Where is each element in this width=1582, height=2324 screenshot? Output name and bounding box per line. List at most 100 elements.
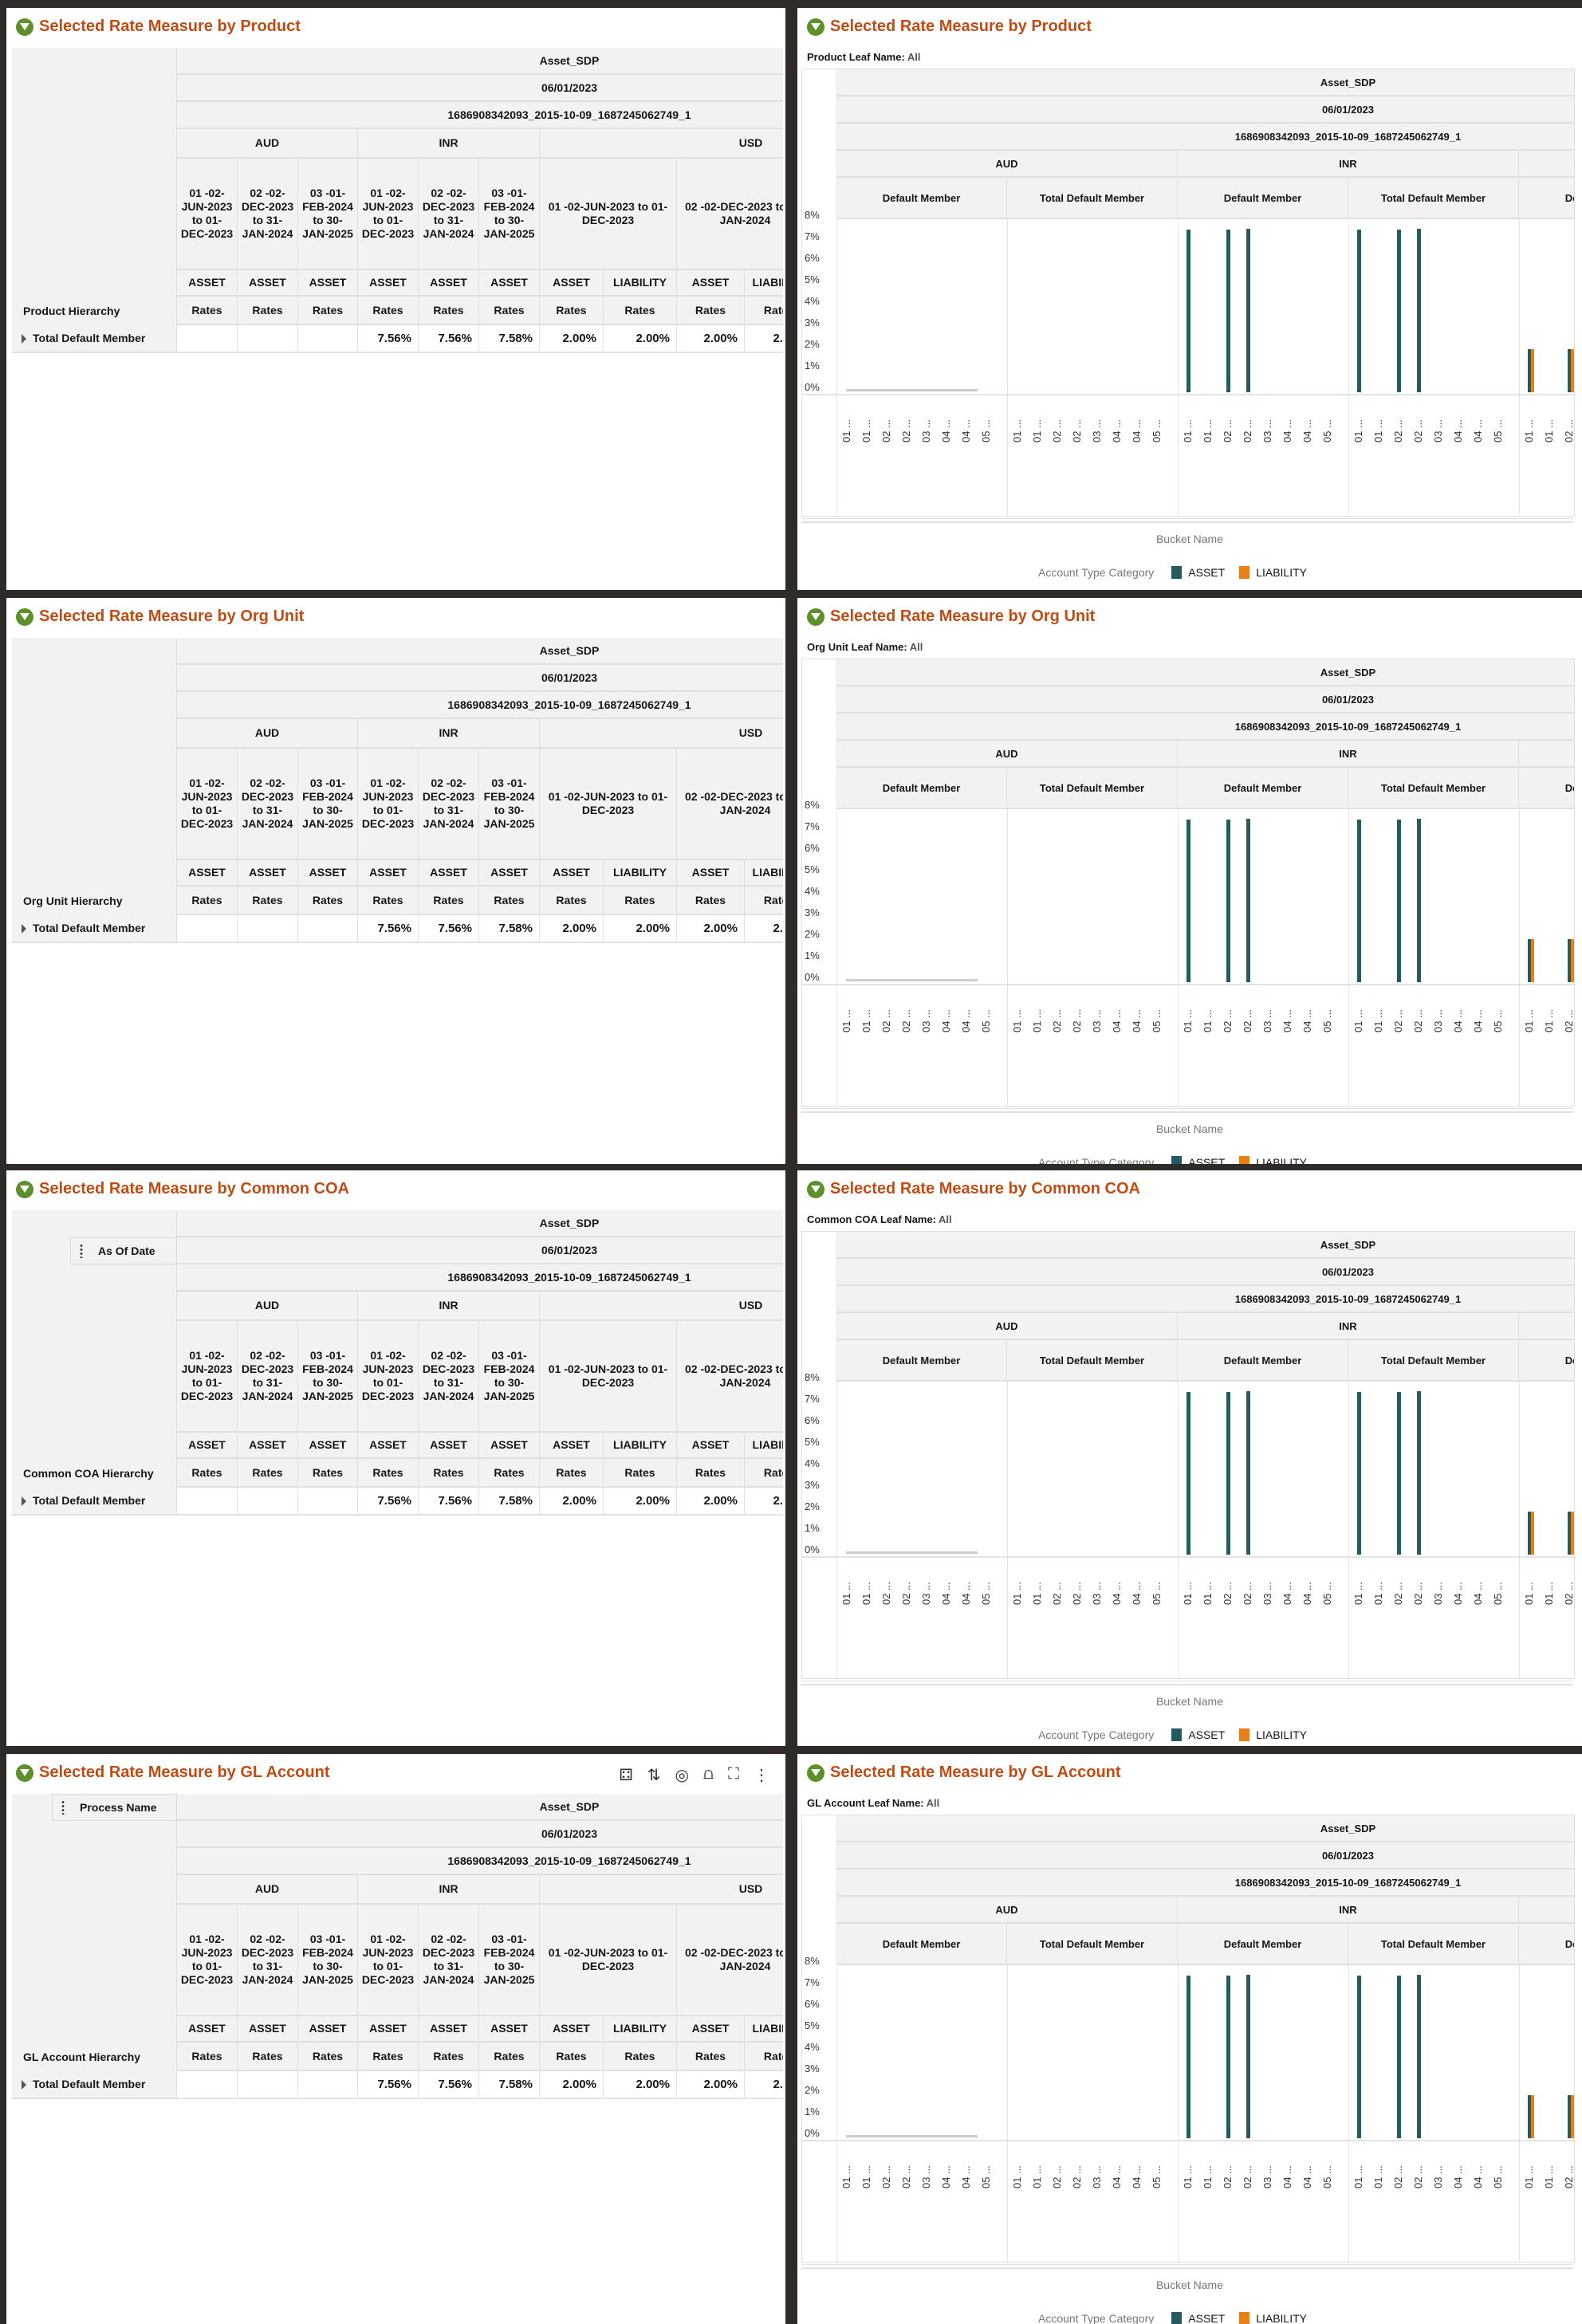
bar-asset[interactable]	[1226, 229, 1230, 392]
bar-asset[interactable]	[1357, 819, 1361, 982]
bar-liability[interactable]	[1571, 1512, 1574, 1555]
expand-triangle-icon[interactable]	[22, 1496, 26, 1506]
panel-title: Selected Rate Measure by Common COA	[16, 1180, 349, 1198]
bar-asset[interactable]	[1417, 1975, 1421, 2138]
bar-asset[interactable]	[1528, 2095, 1531, 2138]
more-icon[interactable]: ⋮	[754, 1767, 769, 1784]
account-type-header: ASSET	[419, 2016, 479, 2043]
bar-asset[interactable]	[1357, 229, 1361, 392]
chart-settings-icon[interactable]: ⩍	[703, 1765, 714, 1783]
filter-icon[interactable]	[16, 1180, 33, 1198]
filter-icon[interactable]	[807, 1180, 824, 1198]
bucket-header: 01 -02-JUN-2023 to 01-DEC-2023	[540, 159, 677, 270]
bar-asset[interactable]	[1397, 819, 1401, 982]
bar-asset[interactable]	[1357, 1391, 1361, 1555]
row-member[interactable]: Total Default Member	[12, 1488, 177, 1516]
drag-handle-icon[interactable]	[79, 1244, 84, 1258]
legend-liability-label[interactable]: LIABILITY	[1256, 2312, 1307, 2324]
x-tick-label: 01 ...	[840, 419, 852, 442]
traffic-light-icon[interactable]: ⚃	[619, 1767, 633, 1784]
bar-asset[interactable]	[1226, 1391, 1230, 1555]
bar-asset[interactable]	[1528, 1512, 1531, 1555]
bar-asset[interactable]	[1186, 229, 1190, 392]
bar-asset[interactable]	[1417, 819, 1421, 982]
measure-header: Rates	[298, 887, 358, 915]
bar-liability[interactable]	[1531, 939, 1534, 982]
leaf-filter-label: Common COA Leaf Name:	[807, 1213, 937, 1225]
bar-asset[interactable]	[1568, 939, 1571, 982]
bar-asset[interactable]	[1226, 1975, 1230, 2138]
member-header: Total Default Member	[1007, 1340, 1178, 1382]
legend-liability-label[interactable]: LIABILITY	[1256, 1156, 1307, 1164]
pivot-chip[interactable]: As Of Date	[70, 1237, 177, 1264]
bar-asset[interactable]	[1186, 1975, 1190, 2138]
filter-icon[interactable]	[807, 608, 824, 626]
hierarchy-label: Org Unit Hierarchy	[23, 895, 123, 907]
bar-asset[interactable]	[1246, 1975, 1250, 2138]
drag-handle-icon[interactable]	[61, 1800, 65, 1815]
bar-asset[interactable]	[1417, 229, 1421, 392]
target-icon[interactable]: ◎	[675, 1767, 689, 1784]
x-tick-label: 03 ...	[1261, 1582, 1273, 1605]
x-scrollbar[interactable]	[801, 2264, 1573, 2269]
filter-icon[interactable]	[807, 1764, 824, 1782]
leaf-filter[interactable]: Common COA Leaf Name: All	[807, 1213, 952, 1225]
bar-asset[interactable]	[1417, 1391, 1421, 1555]
bar-asset[interactable]	[1528, 939, 1531, 982]
filter-icon[interactable]	[16, 608, 33, 626]
filter-icon[interactable]	[807, 18, 824, 36]
bar-asset[interactable]	[1568, 1512, 1571, 1555]
bar-liability[interactable]	[1531, 1512, 1534, 1555]
row-member[interactable]: Total Default Member	[12, 915, 177, 943]
bar-liability[interactable]	[1571, 349, 1574, 392]
legend-liability-label[interactable]: LIABILITY	[1256, 1728, 1307, 1741]
bar-asset[interactable]	[1246, 819, 1250, 982]
x-tick-label: 02 ...	[1071, 2165, 1083, 2188]
leaf-filter[interactable]: Product Leaf Name: All	[807, 51, 920, 63]
bar-liability[interactable]	[1571, 939, 1574, 982]
x-scrollbar[interactable]	[801, 518, 1573, 523]
bar-asset[interactable]	[1397, 229, 1401, 392]
currency-header: USD	[540, 1875, 783, 1905]
bucket-header: 01 -02-JUN-2023 to 01-DEC-2023	[540, 1321, 677, 1433]
filter-icon[interactable]	[16, 18, 33, 36]
bar-asset[interactable]	[1568, 349, 1571, 392]
filter-icon[interactable]	[16, 1764, 33, 1782]
x-scrollbar[interactable]	[801, 1681, 1573, 1685]
bar-liability[interactable]	[1571, 2095, 1574, 2138]
legend: Account Type Category ASSET LIABILITY	[1038, 2312, 1307, 2324]
bar-asset[interactable]	[1226, 819, 1230, 982]
bar-asset[interactable]	[1528, 349, 1531, 392]
bar-liability[interactable]	[1531, 2095, 1534, 2138]
x-scrollbar[interactable]	[801, 1108, 1573, 1113]
expand-triangle-icon[interactable]	[22, 923, 26, 934]
bar-asset[interactable]	[1397, 1391, 1401, 1555]
legend-asset-label[interactable]: ASSET	[1188, 1156, 1226, 1164]
bar-asset[interactable]	[1246, 229, 1250, 392]
legend-liability-label[interactable]: LIABILITY	[1256, 566, 1307, 579]
expand-triangle-icon[interactable]	[22, 2079, 26, 2090]
bar-asset[interactable]	[1186, 1391, 1190, 1555]
leaf-filter[interactable]: GL Account Leaf Name: All	[807, 1797, 939, 1809]
bar-asset[interactable]	[1568, 2095, 1571, 2138]
y-tick-label: 3%	[805, 906, 820, 918]
x-tick-label: 01 ...	[1372, 1582, 1384, 1605]
bar-asset[interactable]	[1246, 1391, 1250, 1555]
row-member[interactable]: Total Default Member	[12, 2071, 177, 2099]
bar-asset[interactable]	[1186, 819, 1190, 982]
bar-asset[interactable]	[1397, 1975, 1401, 2138]
leaf-filter[interactable]: Org Unit Leaf Name: All	[807, 641, 923, 653]
legend-asset-label[interactable]: ASSET	[1188, 2312, 1226, 2324]
scenario-header: Asset_SDP	[836, 69, 1574, 96]
legend-asset-label[interactable]: ASSET	[1188, 1728, 1226, 1741]
bar-liability[interactable]	[1531, 349, 1534, 392]
bar-asset[interactable]	[1357, 1975, 1361, 2138]
fullscreen-icon[interactable]: ⛶	[728, 1765, 739, 1783]
row-member[interactable]: Total Default Member	[12, 325, 177, 353]
y-tick-label: 4%	[805, 295, 820, 307]
expand-triangle-icon[interactable]	[22, 333, 26, 344]
sort-icon[interactable]: ⇅	[647, 1767, 661, 1784]
account-type-header: LIABILITY	[745, 270, 783, 297]
pivot-chip[interactable]: Process Name	[52, 1794, 177, 1821]
legend-asset-label[interactable]: ASSET	[1188, 566, 1226, 579]
